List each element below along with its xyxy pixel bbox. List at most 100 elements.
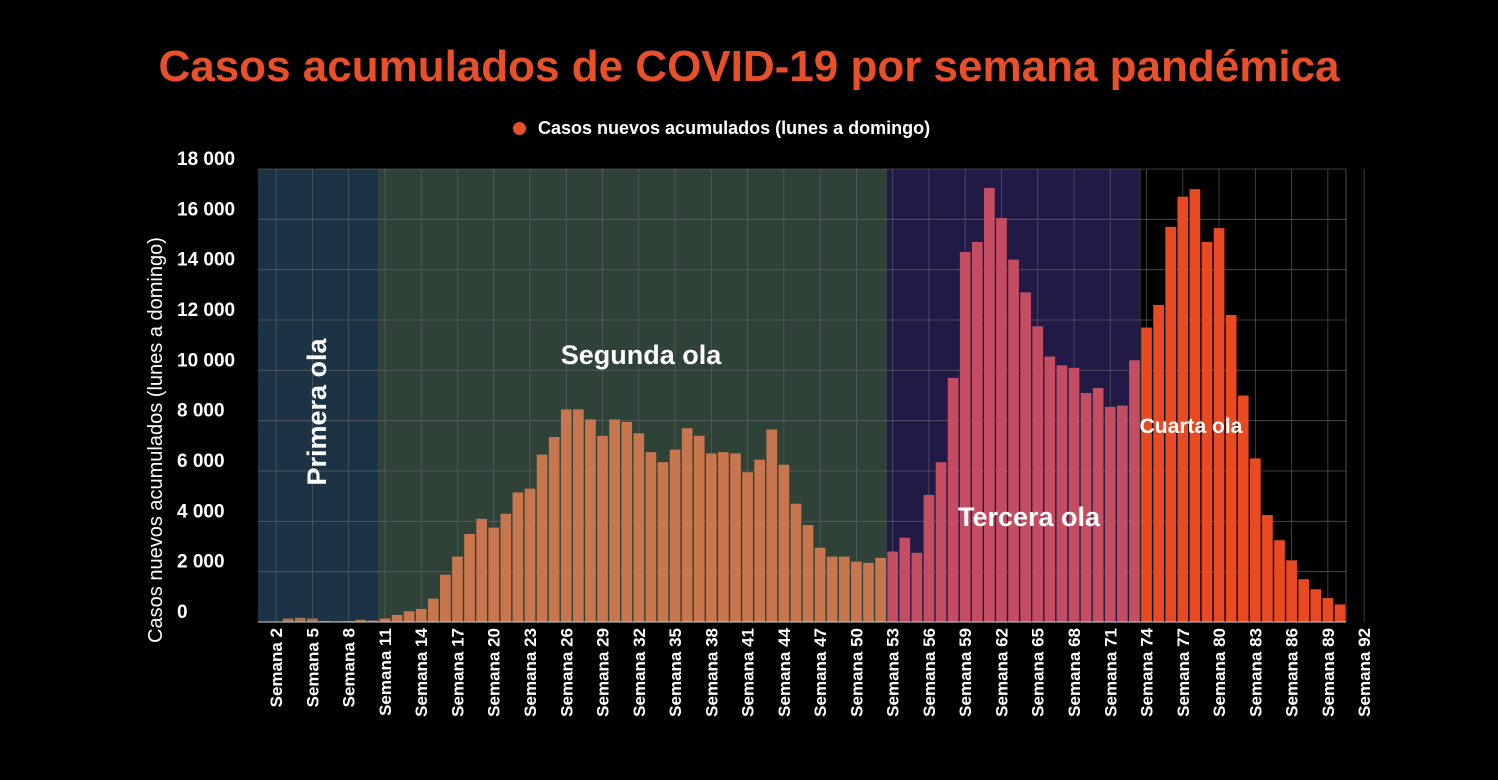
bar-semana-55 xyxy=(911,552,923,622)
bar-semana-53 xyxy=(887,551,899,622)
y-tick-label: 2 000 xyxy=(177,552,225,573)
bar-semana-77 xyxy=(1177,196,1189,622)
x-tick-label: Semana 77 xyxy=(1174,628,1193,717)
y-tick-label: 14 000 xyxy=(177,250,235,271)
x-tick-label: Semana 2 xyxy=(267,628,286,707)
bar-semana-38 xyxy=(705,453,717,622)
bar-semana-3 xyxy=(282,618,294,622)
bar-semana-61 xyxy=(984,187,995,622)
bar-semana-59 xyxy=(959,252,971,623)
bar-semana-27 xyxy=(573,409,584,622)
bar-semana-8 xyxy=(343,620,355,622)
bar-semana-21 xyxy=(500,513,512,622)
bar-semana-74 xyxy=(1141,327,1152,622)
bar-semana-88 xyxy=(1310,589,1322,622)
x-tick-label: Semana 26 xyxy=(557,628,576,717)
bar-semana-63 xyxy=(1008,259,1019,622)
bar-semana-14 xyxy=(415,608,427,622)
bar-semana-83 xyxy=(1249,458,1261,622)
x-tick-label: Semana 65 xyxy=(1029,628,1048,717)
x-tick-label: Semana 68 xyxy=(1065,628,1084,717)
bar-semana-13 xyxy=(403,611,415,622)
y-tick-label: 6 000 xyxy=(177,451,225,472)
x-tick-label: Semana 89 xyxy=(1319,628,1338,717)
x-tick-label: Semana 62 xyxy=(992,628,1011,717)
x-tick-label: Semana 86 xyxy=(1283,628,1302,717)
bar-semana-24 xyxy=(536,454,548,622)
bar-semana-84 xyxy=(1262,515,1273,622)
axes: 0 2 000 4 000 6 000 8 000 10 000 12 000 14 000 1… xyxy=(145,149,1374,717)
bar-semana-68 xyxy=(1068,367,1080,622)
bar-semana-16 xyxy=(440,574,451,622)
bar-semana-75 xyxy=(1153,304,1164,622)
bar-semana-45 xyxy=(790,503,802,622)
bar-semana-25 xyxy=(548,437,560,622)
bar-semana-37 xyxy=(693,435,705,622)
bar-semana-31 xyxy=(621,421,633,622)
bar-semana-81 xyxy=(1225,314,1237,622)
wave-label-tercera-ola: Tercera ola xyxy=(958,502,1101,532)
bar-semana-58 xyxy=(947,377,959,622)
x-tick-label: Semana 47 xyxy=(811,628,830,717)
bar-semana-42 xyxy=(754,459,766,622)
x-tick-label: Semana 44 xyxy=(775,627,794,716)
bar-semana-52 xyxy=(875,557,886,622)
x-tick-label: Semana 92 xyxy=(1355,628,1374,717)
bar-semana-89 xyxy=(1322,598,1334,622)
bar-semana-9 xyxy=(355,619,367,622)
wave-label-segunda-ola: Segunda ola xyxy=(561,340,723,370)
bar-semana-30 xyxy=(609,419,620,622)
bar-semana-18 xyxy=(464,533,475,622)
bar-semana-43 xyxy=(766,429,778,622)
chart-title: Casos acumulados de COVID-19 por semana … xyxy=(158,42,1340,91)
bar-semana-82 xyxy=(1237,395,1249,622)
x-tick-label: Semana 41 xyxy=(739,628,758,717)
x-tick-label: Semana 32 xyxy=(630,628,649,717)
bar-semana-64 xyxy=(1020,292,1031,622)
bar-semana-51 xyxy=(863,562,874,622)
legend-dot-icon xyxy=(513,121,526,135)
legend: Casos nuevos acumulados (lunes a domingo… xyxy=(513,117,930,139)
bar-semana-17 xyxy=(452,556,463,622)
y-tick-label: 4 000 xyxy=(177,501,225,522)
x-tick-label: Semana 38 xyxy=(702,628,721,717)
bar-semana-87 xyxy=(1298,579,1310,622)
bar-semana-69 xyxy=(1080,392,1092,622)
bar-semana-28 xyxy=(585,419,596,622)
legend-label: Casos nuevos acumulados (lunes a domingo… xyxy=(538,117,931,138)
bar-semana-39 xyxy=(718,452,729,622)
bar-semana-76 xyxy=(1165,226,1177,622)
bar-semana-5 xyxy=(307,618,318,622)
y-tick-label: 10 000 xyxy=(177,350,235,371)
x-tick-label: Semana 5 xyxy=(303,628,322,707)
y-tick-label: 8 000 xyxy=(177,401,225,422)
y-tick-label: 0 xyxy=(177,602,188,623)
bar-semana-40 xyxy=(730,453,741,622)
bar-semana-26 xyxy=(560,409,572,622)
bar-semana-49 xyxy=(838,556,850,622)
bars xyxy=(270,187,1346,623)
wave-label-cuarta-ola: Cuarta ola xyxy=(1140,415,1243,438)
x-tick-label: Semana 29 xyxy=(594,628,613,717)
bar-semana-35 xyxy=(669,449,681,622)
x-tick-label: Semana 8 xyxy=(340,628,359,707)
x-tick-label: Semana 50 xyxy=(847,628,866,717)
bar-semana-6 xyxy=(319,620,330,622)
x-tick-label: Semana 59 xyxy=(956,628,975,717)
x-tick-label: Semana 14 xyxy=(412,627,431,716)
x-tick-label: Semana 17 xyxy=(448,628,467,717)
bar-semana-90 xyxy=(1334,604,1346,622)
bar-semana-71 xyxy=(1104,406,1116,622)
bar-semana-70 xyxy=(1092,387,1104,622)
bar-semana-11 xyxy=(379,618,391,622)
bar-semana-19 xyxy=(476,518,487,622)
bar-semana-48 xyxy=(826,556,838,622)
bar-semana-12 xyxy=(391,614,403,622)
x-tick-label: Semana 71 xyxy=(1101,628,1120,717)
bar-semana-33 xyxy=(645,452,657,622)
bar-semana-34 xyxy=(657,462,669,622)
wave-band-2 xyxy=(378,169,887,622)
bar-semana-46 xyxy=(802,525,814,622)
x-tick-label: Semana 35 xyxy=(666,628,685,717)
bar-semana-4 xyxy=(294,617,306,622)
